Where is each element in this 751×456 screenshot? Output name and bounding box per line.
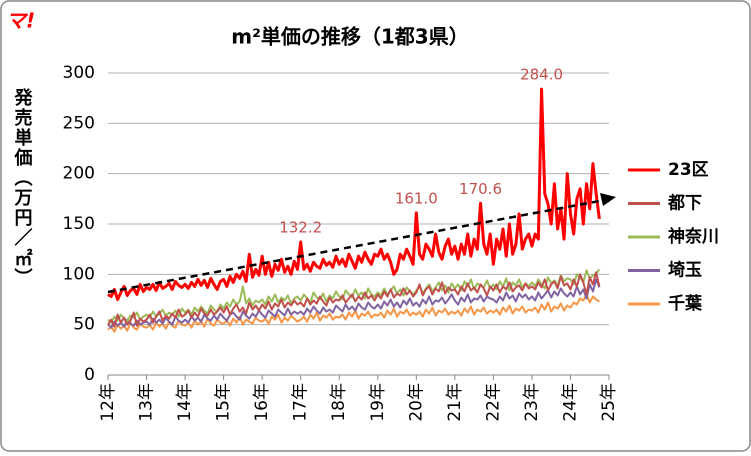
x-tick-label: 18年 [329, 383, 349, 422]
x-tick-label: 23年 [522, 383, 542, 422]
x-tick-label: 17年 [291, 383, 311, 422]
logo: マ! [6, 9, 35, 33]
y-tick-label: 150 [63, 214, 95, 234]
series-line [107, 278, 601, 329]
legend-label: 神奈川 [668, 226, 719, 247]
legend-label: 都下 [667, 193, 702, 214]
data-label: 170.6 [459, 180, 502, 198]
series-line [107, 293, 600, 333]
x-tick-label: 22年 [483, 383, 503, 422]
x-tick-label: 20年 [406, 383, 426, 422]
trend-arrowhead [600, 193, 616, 206]
data-label: 284.0 [520, 66, 563, 84]
series-line [107, 271, 601, 328]
x-tick-label: 21年 [445, 383, 465, 422]
y-tick-label: 50 [73, 315, 95, 335]
trend-arrow [107, 198, 606, 294]
y-tick-label: 250 [63, 113, 95, 133]
x-tick-label: 16年 [252, 383, 272, 422]
legend-label: 埼玉 [668, 260, 702, 281]
x-tick-label: 24年 [560, 383, 580, 422]
y-tick-label: 0 [84, 365, 95, 385]
legend-label: 千葉 [668, 293, 703, 314]
x-tick-label: 25年 [599, 383, 619, 422]
series-line [107, 87, 601, 301]
y-axis-label: 発売単価（万円／㎡） [12, 87, 34, 288]
x-tick-label: 19年 [368, 383, 388, 422]
x-tick-label: 12年 [98, 383, 118, 422]
data-label: 132.2 [279, 218, 322, 236]
y-tick-label: 100 [63, 264, 95, 284]
y-tick-label: 300 [63, 63, 95, 83]
x-tick-label: 13年 [137, 383, 157, 422]
y-tick-label: 200 [63, 164, 95, 184]
x-tick-label: 14年 [175, 383, 195, 422]
chart-title: m²単価の推移（1都3県） [231, 25, 468, 49]
legend-label: 23区 [668, 160, 709, 180]
data-label: 161.0 [395, 189, 438, 207]
x-tick-label: 15年 [214, 383, 234, 422]
